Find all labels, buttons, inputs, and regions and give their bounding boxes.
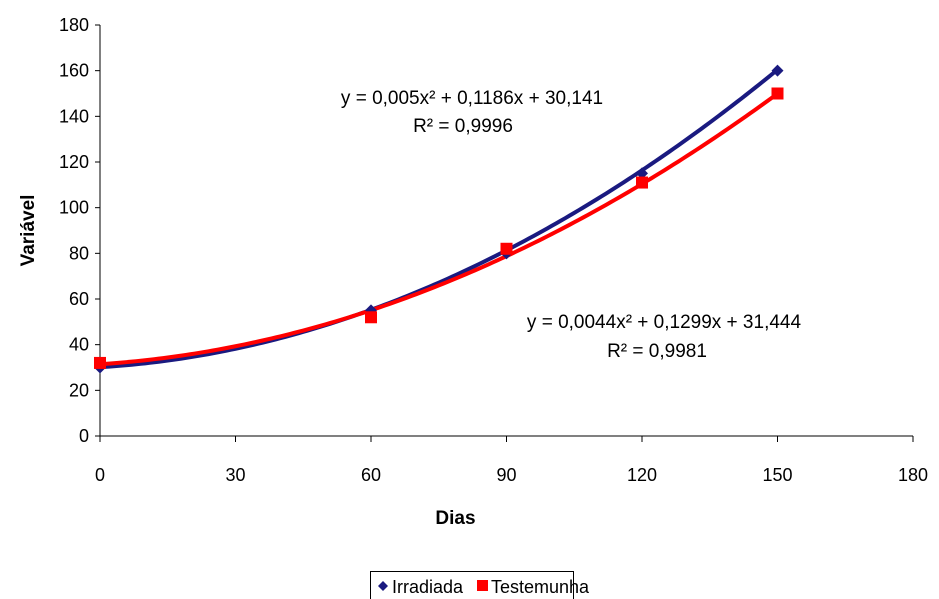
equation-irradiada: y = 0,005x² + 0,1186x + 30,141 xyxy=(341,88,603,109)
legend: Irradiada Testemunha xyxy=(370,571,590,599)
y-tick-label: 160 xyxy=(59,61,89,81)
data-point-testemunha xyxy=(500,242,513,255)
data-point-testemunha xyxy=(365,311,377,324)
r2-irradiada: R² = 0,9996 xyxy=(413,116,513,137)
annotations: y = 0,005x² + 0,1186x + 30,141 R² = 0,999… xyxy=(341,88,802,362)
legend-marker-testemunha xyxy=(477,580,488,591)
axes: 0 20 40 60 80 100 120 140 160 180 0 30 60 90 120 150 180… xyxy=(18,15,928,529)
y-tick-label: 20 xyxy=(69,380,89,400)
x-tick-label: 180 xyxy=(898,465,928,485)
trendline-testemunha xyxy=(98,91,780,367)
legend-label-testemunha: Testemunha xyxy=(491,577,590,597)
x-tick-label: 0 xyxy=(95,465,105,485)
trendline-irradiada xyxy=(98,67,780,370)
y-axis-title: Variável xyxy=(18,195,39,267)
y-tick-label: 0 xyxy=(79,426,89,446)
x-tick-label: 30 xyxy=(225,465,245,485)
y-tick-label: 80 xyxy=(69,243,89,263)
x-tick-label: 120 xyxy=(627,465,657,485)
data-point-testemunha xyxy=(636,176,648,189)
legend-marker-irradiada xyxy=(378,581,388,591)
data-point-irradiada xyxy=(771,64,784,77)
equation-testemunha: y = 0,0044x² + 0,1299x + 31,444 xyxy=(527,312,802,333)
legend-box xyxy=(370,571,574,599)
trendlines xyxy=(98,67,780,370)
x-tick-label: 90 xyxy=(496,465,516,485)
y-tick-label: 140 xyxy=(59,106,89,126)
x-tick-label: 60 xyxy=(361,465,381,485)
x-tick-label: 150 xyxy=(762,465,792,485)
legend-label-irradiada: Irradiada xyxy=(392,577,464,597)
data-point-testemunha xyxy=(94,356,106,369)
r2-testemunha: R² = 0,9981 xyxy=(607,341,707,362)
y-tick-label: 60 xyxy=(69,289,89,309)
y-tick-label: 100 xyxy=(59,198,89,218)
y-tick-label: 40 xyxy=(69,335,89,355)
data-points xyxy=(94,64,784,374)
y-tick-label: 180 xyxy=(59,15,89,35)
x-axis-title: Dias xyxy=(435,508,475,529)
data-point-irradiada xyxy=(636,167,648,180)
data-point-testemunha xyxy=(771,87,784,100)
y-tick-label: 120 xyxy=(59,152,89,172)
